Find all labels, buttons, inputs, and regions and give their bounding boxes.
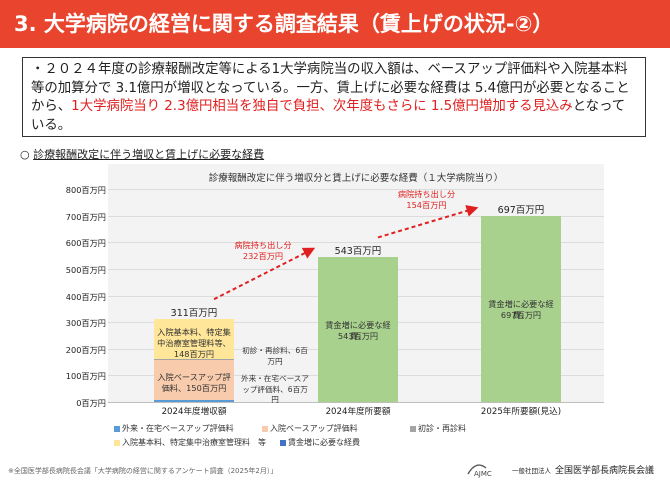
- y-tick-label: 700百万円: [65, 211, 106, 222]
- data-label: 697百万円: [500, 310, 542, 321]
- x-tick-label: 2024年度増収額: [161, 407, 227, 417]
- arrow-value: 154百万円: [406, 199, 447, 210]
- org-logo: AJMC: [467, 464, 492, 478]
- arrow-label: 病院持ち出し分: [234, 240, 292, 251]
- y-tick-label: 500百万円: [65, 264, 106, 275]
- section-heading-label: 診療報酬改定に伴う増収と賃上げに必要な経費: [33, 148, 265, 161]
- total-label: 543百万円: [334, 246, 382, 258]
- legend-label: 初診・再診料: [418, 424, 466, 433]
- total-label: 311百万円: [170, 308, 218, 320]
- data-label: 543百万円: [337, 330, 379, 341]
- bullet-icon: ○: [20, 148, 30, 161]
- legend-label: 入院ベースアップ評価料: [270, 424, 358, 433]
- summary-highlight: 1大学病院当り 2.3億円相当を独自で負担、次年度もさらに 1.5億円増加する見…: [71, 99, 573, 115]
- x-tick-label: 2024年度所要額: [325, 407, 391, 417]
- legend-swatch: [280, 439, 286, 446]
- bar-segment: [154, 358, 234, 361]
- bar: [481, 216, 561, 402]
- x-tick-label: 2025年所要額(見込): [480, 407, 562, 417]
- legend-swatch: [114, 425, 120, 432]
- data-label: 初診・再診料、6百万円: [242, 346, 308, 366]
- summary-box: ・２０２４年度の診療報酬改定等による1大学病院当の収入額は、ベースアップ評価料や…: [22, 57, 646, 137]
- legend-item: 外来・在宅ベースアップ評価料: [114, 423, 234, 434]
- legend-swatch: [410, 425, 416, 432]
- legend-item: 賃金増に必要な経費: [280, 437, 360, 448]
- bar-segment: [154, 400, 234, 402]
- gridline: [108, 242, 604, 244]
- legend-item: 初診・再診料: [410, 423, 466, 434]
- data-label: 賃金増に必要な経費、: [488, 299, 554, 321]
- summary-text: ・２０２４年度の診療報酬改定等による1大学病院当の収入額は、ベースアップ評価料や…: [31, 62, 630, 115]
- legend-swatch: [262, 425, 268, 432]
- footer-org: 一般社団法人 全国医学部長病院長会議: [512, 463, 654, 476]
- data-label: 外来・在宅ベースアップ評価料、6百万円: [241, 374, 309, 405]
- gridline: [108, 215, 604, 217]
- legend-label: 賃金増に必要な経費: [288, 438, 360, 447]
- y-tick-label: 800百万円: [65, 185, 106, 195]
- legend-item: 入院基本料、特定集中治療室管理料 等: [114, 437, 266, 448]
- org-name: 全国医学部長病院長会議: [555, 466, 655, 476]
- data-label: 賃金増に必要な経費、: [325, 319, 391, 341]
- logo-text: AJMC: [474, 470, 492, 478]
- legend-label: 入院基本料、特定集中治療室管理料 等: [122, 438, 266, 447]
- title-bar: 3. 大学病院の経営に関する調査結果（賃上げの状況-②）: [0, 0, 670, 48]
- y-tick-label: 600百万円: [65, 238, 106, 249]
- org-prefix: 一般社団法人: [512, 467, 551, 475]
- footer-source: ※全国医学部長病院長会議「大学病院の経営に関するアンケート調査（2025年2月）…: [8, 467, 278, 475]
- arrow-value: 232百万円: [242, 251, 284, 262]
- y-tick-label: 300百万円: [65, 318, 106, 329]
- y-tick-label: 0百万円: [76, 398, 106, 408]
- y-tick-label: 400百万円: [65, 291, 106, 302]
- total-label: 697百万円: [497, 205, 545, 217]
- y-tick-label: 200百万円: [65, 344, 106, 355]
- page-title: 3. 大学病院の経営に関する調査結果（賃上げの状況-②）: [14, 12, 554, 36]
- chart-title: 診療報酬改定に伴う増収分と賃上げに必要な経費（１大学病院当り）: [208, 173, 504, 184]
- y-tick-label: 100百万円: [65, 371, 106, 382]
- bar-segment: [154, 319, 234, 359]
- gridline: [108, 189, 604, 190]
- bar-segment: [154, 360, 234, 401]
- x-axis-line: [108, 402, 604, 403]
- data-label: 入院ベースアップ評価料、150百万円: [157, 372, 231, 394]
- legend-label: 外来・在宅ベースアップ評価料: [122, 424, 234, 433]
- summary-text-end: となっている。: [31, 99, 626, 133]
- arrow-label: 病院持ち出し分: [397, 188, 456, 199]
- section-heading: ○ 診療報酬改定に伴う増収と賃上げに必要な経費: [20, 146, 264, 162]
- data-label: 入院基本料、特定集中治療室管理料等、148百万円: [157, 327, 231, 360]
- legend-item: 入院ベースアップ評価料: [262, 423, 358, 434]
- legend-swatch: [114, 439, 120, 446]
- bar: [318, 257, 398, 402]
